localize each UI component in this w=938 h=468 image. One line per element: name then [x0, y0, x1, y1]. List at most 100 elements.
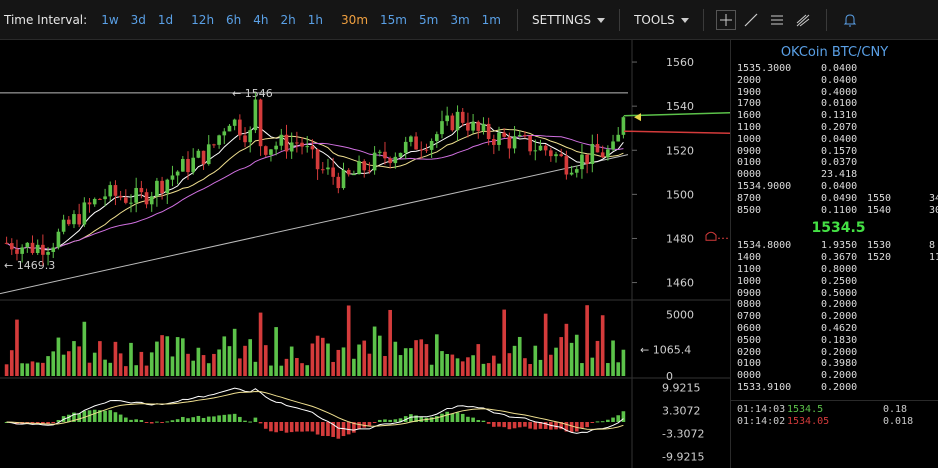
interval-1w-button[interactable]: 1w	[101, 12, 119, 27]
macd-histogram-bar	[144, 422, 149, 423]
bid-row[interactable]: 0000 0.2000	[731, 370, 938, 382]
interval-4h-button[interactable]: 4h	[253, 12, 269, 27]
order-amount: 0.0370	[821, 157, 858, 169]
candle-body	[616, 134, 621, 142]
candle-body	[118, 195, 123, 198]
candle-body	[492, 138, 496, 145]
volume-bar	[222, 336, 227, 376]
macd-histogram-bar	[585, 422, 589, 428]
candle-body	[606, 149, 610, 158]
bid-row[interactable]: 0800 0.2000	[731, 299, 938, 311]
candle-body	[108, 185, 113, 197]
trade-time: 01:14:03	[737, 403, 786, 415]
macd-histogram-bar	[217, 415, 221, 422]
candle-body	[9, 243, 14, 250]
ask-row[interactable]: 8500 0.1100 1540 30	[731, 205, 938, 217]
macd-histogram-bar	[92, 409, 97, 422]
macd-histogram-bar	[118, 414, 123, 422]
order-price: 1000	[737, 133, 762, 145]
order-price: 2000	[737, 74, 762, 86]
ask-row[interactable]: 1600 0.1310	[731, 110, 938, 122]
ask-row[interactable]: 0100 0.0370	[731, 157, 938, 169]
interval-3d-button[interactable]: 3d	[130, 12, 146, 27]
volume-bar	[4, 364, 9, 376]
interval-30m-button[interactable]: 30m	[341, 12, 369, 27]
interval-15m-button[interactable]: 15m	[380, 12, 407, 27]
bid-row[interactable]: 0100 0.3980	[731, 358, 938, 370]
interval-1d-button[interactable]: 1d	[157, 12, 174, 27]
ask-row[interactable]: 0900 0.1570	[731, 146, 938, 158]
bid-row[interactable]: 0500 0.1830	[731, 335, 938, 347]
macd-histogram-bar	[460, 413, 465, 422]
macd-histogram-bar	[35, 422, 40, 423]
ask-row[interactable]: 1100 0.2070	[731, 122, 938, 134]
candle-body	[248, 130, 253, 143]
candle-body	[419, 149, 424, 151]
macd-histogram-bar	[543, 422, 548, 429]
candle-body	[574, 169, 579, 173]
chart-area[interactable]: 1560 1540 1520 1500 1480 1460 5000 0 9.9215 3.307…	[0, 40, 730, 468]
tools-dropdown[interactable]: TOOLS	[630, 13, 693, 27]
interval-1m-button[interactable]: 1m	[481, 12, 501, 27]
candle-body	[450, 115, 455, 131]
macd-histogram-bar	[352, 422, 356, 433]
order-price: 1400	[737, 252, 762, 264]
bid-row[interactable]: 0700 0.2000	[731, 311, 938, 323]
macd-histogram-bar	[15, 422, 19, 425]
interval-12h-button[interactable]: 12h	[191, 12, 215, 27]
bid-row[interactable]: 1100 0.8000	[731, 264, 938, 276]
candle-body	[367, 170, 372, 172]
bid-row[interactable]: 1000 0.2500	[731, 276, 938, 288]
ask-row[interactable]: 8700 0.0490 1550 34	[731, 193, 938, 205]
interval-6h-button[interactable]: 6h	[226, 12, 242, 27]
line-draw-icon[interactable]	[740, 9, 762, 31]
candle-body	[310, 146, 315, 150]
macd-histogram-bar	[419, 416, 424, 422]
ask-row[interactable]: 1900 0.4000	[731, 87, 938, 99]
interval-3m-button[interactable]: 3m	[450, 12, 470, 27]
bid-row[interactable]: 1534.8000 1.9350 1530 8	[731, 240, 938, 252]
candle-body	[289, 142, 294, 152]
macd-histogram-bar	[346, 422, 351, 435]
ask-row[interactable]: 1534.9000 0.0400	[731, 181, 938, 193]
bid-row[interactable]: 0900 0.5000	[731, 288, 938, 300]
volume-bar	[206, 363, 211, 376]
toolbar-divider	[516, 8, 518, 31]
volume-bar	[315, 335, 320, 376]
candle-body	[113, 185, 118, 196]
volume-bar	[35, 362, 40, 376]
macd-histogram-bar	[175, 419, 180, 422]
volume-bar	[574, 334, 579, 376]
bid-row[interactable]: 1400 0.3670 1520 11	[731, 252, 938, 264]
interval-1h-button[interactable]: 1h	[307, 12, 324, 27]
ask-row[interactable]: 1000 0.0400	[731, 134, 938, 146]
candle-body	[600, 152, 605, 158]
ask-row[interactable]: 1700 0.0100	[731, 98, 938, 110]
settings-dropdown[interactable]: SETTINGS	[528, 13, 609, 27]
bid-row[interactable]: 0200 0.2000	[731, 347, 938, 359]
macd-histogram-bar	[497, 422, 501, 427]
last-price: 1534.5	[811, 220, 866, 237]
volume-bar	[621, 349, 626, 376]
order-price: 0000	[737, 370, 762, 382]
alert-bell-icon[interactable]	[839, 9, 861, 31]
interval-2h-button[interactable]: 2h	[280, 12, 296, 27]
macd-histogram-bar	[476, 420, 481, 422]
bid-row[interactable]: 0600 0.4620	[731, 323, 938, 335]
price-chart[interactable]: 1560 1540 1520 1500 1480 1460 5000 09.9215 3.307…	[0, 40, 730, 468]
ask-row[interactable]: 1535.3000 0.0400	[731, 63, 938, 75]
bid-row[interactable]: 1533.9100 0.2000	[731, 382, 938, 394]
volume-bar	[295, 358, 299, 376]
interval-5m-button[interactable]: 5m	[418, 12, 439, 27]
crosshair-icon[interactable]	[715, 9, 736, 30]
candle-body	[165, 179, 170, 194]
candle-body	[139, 187, 144, 193]
ask-row[interactable]: 2000 0.0400	[731, 75, 938, 87]
horizontal-lines-icon[interactable]	[766, 9, 788, 31]
candle-body	[4, 242, 9, 244]
fork-icon[interactable]	[792, 9, 814, 31]
candle-body	[554, 154, 558, 157]
macd-histogram-bar	[258, 422, 263, 424]
trade-time: 01:14:02	[737, 415, 786, 427]
ask-row[interactable]: 0000 23.418	[731, 169, 938, 181]
